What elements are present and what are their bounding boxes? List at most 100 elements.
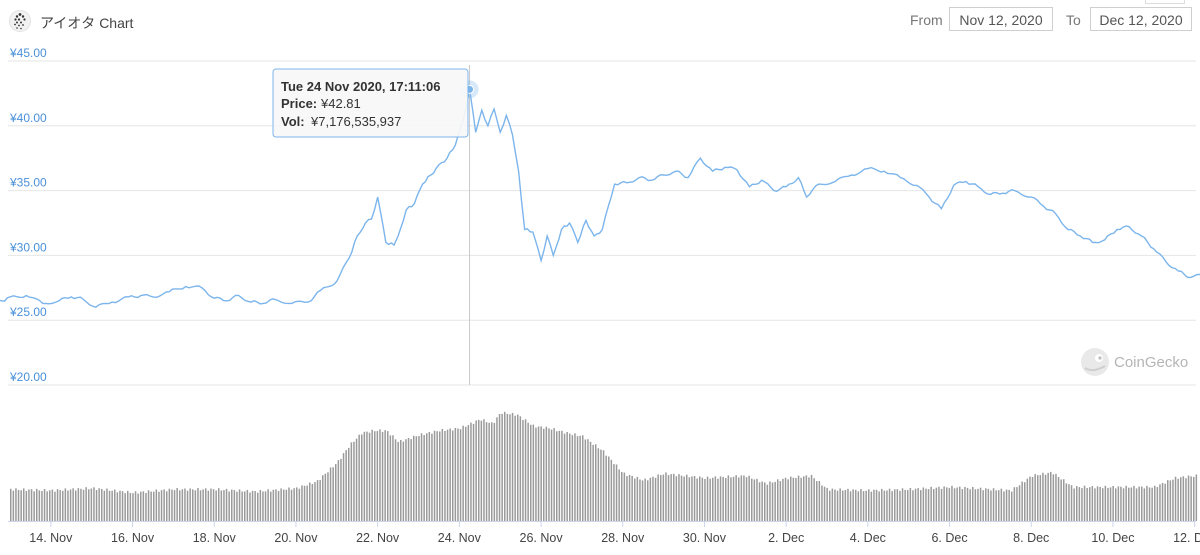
volume-bar bbox=[556, 431, 558, 521]
volume-bar bbox=[509, 414, 511, 521]
volume-bar bbox=[862, 491, 865, 521]
volume-bar bbox=[688, 477, 691, 521]
volume-bar bbox=[961, 489, 964, 521]
chart-title: アイオタ Chart bbox=[40, 15, 134, 31]
volume-bar bbox=[1143, 488, 1146, 521]
volume-bar bbox=[998, 490, 1000, 521]
price-line bbox=[0, 89, 1200, 308]
volume-bar bbox=[670, 474, 672, 521]
volume-bar bbox=[927, 489, 930, 521]
x-tick-label: 22. Nov bbox=[356, 531, 400, 545]
volume-bar bbox=[1159, 484, 1161, 521]
volume-bar bbox=[977, 488, 979, 521]
volume-bar bbox=[873, 489, 875, 521]
volume-bar bbox=[202, 489, 204, 521]
volume-bar bbox=[361, 434, 363, 521]
volume-bar bbox=[1182, 476, 1185, 521]
x-tick-label: 2. Dec bbox=[768, 531, 804, 545]
volume-bar bbox=[49, 490, 51, 521]
volume-bar bbox=[280, 488, 282, 521]
volume-bar bbox=[62, 490, 64, 521]
volume-bar bbox=[727, 475, 730, 521]
volume-bar bbox=[696, 478, 698, 521]
volume-bar bbox=[142, 491, 145, 521]
to-date-input[interactable]: Dec 12, 2020 bbox=[1090, 7, 1192, 31]
volume-bar bbox=[275, 489, 277, 521]
volume-bar bbox=[857, 491, 860, 521]
volume-bar bbox=[394, 439, 397, 521]
volume-bar bbox=[228, 491, 230, 521]
volume-bar bbox=[623, 472, 626, 521]
volume-bar bbox=[938, 486, 940, 521]
volume-bar bbox=[498, 414, 501, 521]
volume-bar bbox=[1109, 487, 1112, 521]
volume-bar bbox=[285, 489, 288, 521]
volume-bar bbox=[901, 488, 904, 521]
from-date-input[interactable]: Nov 12, 2020 bbox=[949, 7, 1053, 31]
volume-bar bbox=[782, 478, 784, 521]
x-tick-label: 16. Nov bbox=[111, 531, 155, 545]
volume-bar bbox=[673, 473, 675, 521]
volume-bar bbox=[298, 488, 301, 521]
volume-bar bbox=[337, 460, 340, 521]
volume-bar bbox=[41, 491, 43, 521]
volume-bar bbox=[597, 448, 600, 521]
volume-bar bbox=[946, 487, 948, 521]
volume-bar bbox=[943, 486, 945, 521]
volume-bar bbox=[1070, 485, 1073, 521]
volume-bar bbox=[951, 485, 953, 521]
volume-bar bbox=[1044, 474, 1047, 521]
volume-bar bbox=[376, 431, 379, 521]
tooltip-vol-value: ¥7,176,535,937 bbox=[310, 114, 401, 129]
volume-bar bbox=[868, 489, 870, 521]
volume-bar bbox=[571, 435, 574, 521]
volume-bar bbox=[348, 447, 350, 521]
volume-bar bbox=[1151, 487, 1153, 521]
volume-bar bbox=[683, 476, 685, 521]
volume-bar bbox=[748, 475, 750, 521]
volume-bar bbox=[1141, 486, 1143, 521]
volume-bar bbox=[189, 488, 191, 521]
volume-bar bbox=[584, 439, 587, 521]
volume-bar bbox=[277, 491, 280, 521]
volume-bar bbox=[883, 490, 886, 521]
volume-bar bbox=[829, 490, 831, 521]
volume-bar bbox=[54, 491, 56, 521]
x-tick-label: 30. Nov bbox=[683, 531, 727, 545]
volume-bar bbox=[860, 489, 862, 521]
volume-bar bbox=[236, 491, 238, 521]
volume-bar bbox=[472, 423, 475, 521]
volume-bar bbox=[1018, 485, 1021, 521]
volume-bar bbox=[933, 489, 935, 521]
volume-bar bbox=[886, 490, 888, 521]
volume-bar bbox=[181, 489, 184, 521]
volume-bar bbox=[244, 491, 246, 521]
volume-bar bbox=[595, 444, 597, 521]
volume-bar bbox=[795, 478, 797, 521]
volume-bar bbox=[363, 431, 366, 521]
y-tick-label: ¥20.00 bbox=[9, 370, 47, 384]
volume-bar bbox=[1161, 482, 1164, 521]
x-tick-label: 10. Dec bbox=[1091, 531, 1134, 545]
tooltip: Tue 24 Nov 2020, 17:11:06 Price: ¥42.81 … bbox=[272, 68, 469, 138]
volume-bar bbox=[301, 485, 303, 521]
volume-bar bbox=[784, 477, 787, 521]
volume-bar bbox=[717, 478, 719, 521]
tooltip-price-value: ¥42.81 bbox=[320, 96, 361, 111]
volume-bar bbox=[519, 416, 522, 521]
volume-bar bbox=[803, 476, 805, 521]
volume-bar bbox=[701, 477, 704, 521]
volume-bar bbox=[238, 489, 241, 521]
volume-bar bbox=[865, 490, 867, 521]
volume-bar bbox=[64, 488, 67, 521]
volume-bar bbox=[686, 474, 688, 521]
volume-bar bbox=[324, 473, 327, 521]
volume-bar bbox=[1102, 488, 1104, 521]
volume-bar bbox=[714, 476, 717, 521]
volume-bar bbox=[582, 435, 584, 521]
volume-bar bbox=[1130, 487, 1133, 521]
volume-bar bbox=[675, 476, 678, 521]
volume-bar bbox=[1125, 485, 1127, 521]
volume-bar bbox=[1021, 481, 1023, 521]
